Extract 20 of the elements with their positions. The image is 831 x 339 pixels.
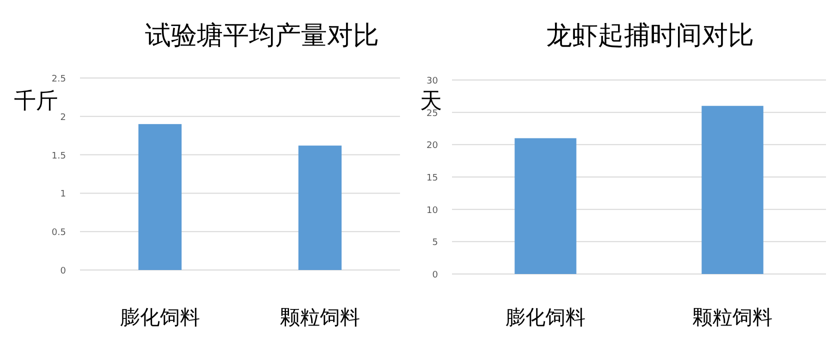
y-axis-title: 千斤 [14,89,58,114]
y-tick-label: 2 [60,112,66,123]
x-tick-label: 膨化饲料 [120,305,200,329]
y-tick-label: 10 [426,206,438,216]
chart-title: 龙虾起捕时间对比 [546,21,754,51]
x-tick-label: 膨化饲料 [506,305,586,329]
y-tick-label: 1.5 [52,151,66,162]
chart-title: 试验塘平均产量对比 [145,21,379,51]
y-tick-label: 20 [426,141,438,152]
y-tick-label: 0 [60,266,66,276]
y-tick-label: 25 [426,108,438,119]
y-tick-label: 15 [426,174,438,184]
x-tick-label: 颗粒饲料 [280,305,360,329]
x-tick-label: 颗粒饲料 [692,305,772,329]
y-tick-label: 0.5 [52,228,66,238]
y-tick-label: 0 [432,270,438,280]
y-tick-label: 5 [432,238,438,248]
y-tick-label: 2.5 [52,74,66,84]
y-tick-label: 30 [426,76,438,86]
y-tick-label: 1 [60,190,66,200]
